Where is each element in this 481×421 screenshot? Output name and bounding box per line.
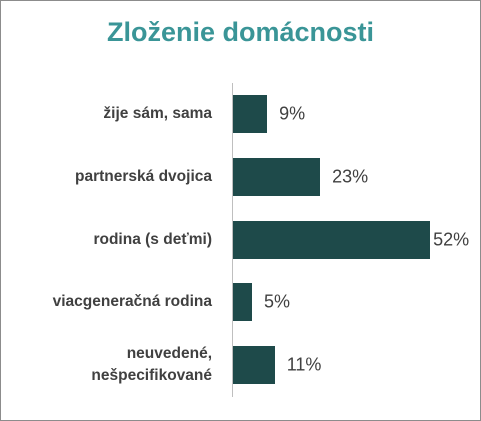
- data-label: 23%: [332, 166, 369, 187]
- data-label: 52%: [433, 229, 470, 250]
- data-label: 9%: [279, 103, 306, 124]
- category-label: neuvedené, nešpecifikované: [91, 345, 212, 385]
- category-label: viacgeneračná rodina: [52, 293, 212, 311]
- category-label: rodina (s deťmi): [93, 230, 212, 248]
- bar: [233, 346, 275, 385]
- data-label: 5%: [263, 291, 290, 312]
- category-label: žije sám, sama: [103, 105, 212, 122]
- bar: [233, 283, 252, 322]
- bar: [233, 95, 268, 133]
- category-axis: [232, 83, 233, 397]
- chart-title: Zloženie domácnosti: [106, 17, 375, 47]
- data-label: 11%: [286, 354, 322, 375]
- bar: [233, 220, 431, 259]
- bar: [233, 157, 321, 196]
- category-label: partnerská dvojica: [75, 167, 212, 185]
